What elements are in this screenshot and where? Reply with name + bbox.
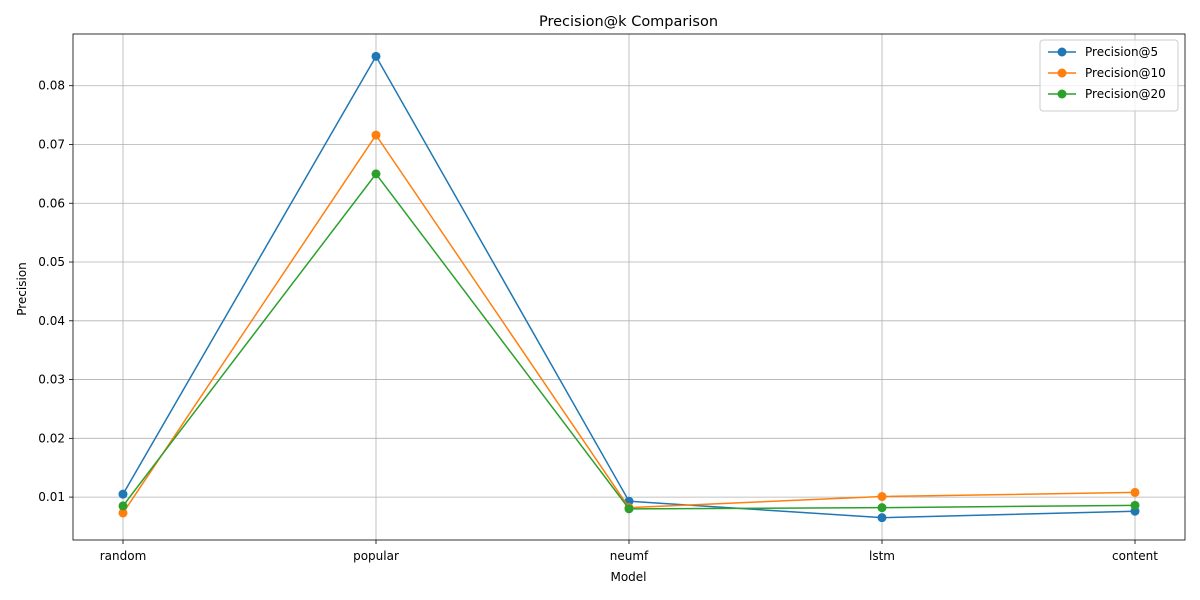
y-tick-label: 0.05 — [38, 255, 65, 269]
data-point — [118, 501, 128, 511]
data-point — [877, 513, 887, 523]
x-axis-label: Model — [610, 570, 646, 584]
data-point — [1130, 487, 1140, 497]
data-point — [118, 489, 128, 499]
legend-marker — [1057, 68, 1067, 78]
data-point — [371, 169, 381, 179]
series-1 — [118, 51, 1140, 523]
y-tick-label: 0.07 — [38, 137, 65, 151]
y-tick-label: 0.01 — [38, 490, 65, 504]
data-point — [624, 504, 634, 514]
data-point — [877, 503, 887, 513]
y-tick-label: 0.03 — [38, 373, 65, 387]
y-tick-label: 0.08 — [38, 79, 65, 93]
tick-labels: random popular neumf lstm content 0.01 0.02 0.0… — [38, 79, 1158, 563]
data-point — [371, 51, 381, 61]
x-tick-label: popular — [353, 549, 399, 563]
legend-label: Precision@20 — [1085, 87, 1166, 101]
series — [118, 51, 1140, 523]
legend-label: Precision@10 — [1085, 66, 1166, 80]
axes — [69, 33, 1186, 544]
data-point — [877, 492, 887, 502]
legend-marker — [1057, 47, 1067, 57]
legend: Precision@5 Precision@10 Precision@20 — [1039, 39, 1179, 112]
legend-label: Precision@5 — [1085, 45, 1158, 59]
y-tick-label: 0.06 — [38, 196, 65, 210]
y-axis-label: Precision — [15, 262, 29, 316]
grid — [73, 34, 1185, 540]
legend-marker — [1057, 89, 1067, 99]
data-point — [371, 130, 381, 140]
x-tick-label: lstm — [869, 549, 895, 563]
plot-frame — [72, 33, 1186, 541]
data-point — [118, 508, 128, 518]
chart-title: Precision@k Comparison — [539, 14, 718, 30]
y-tick-label: 0.04 — [38, 314, 65, 328]
x-tick-label: content — [1112, 549, 1158, 563]
x-tick-label: random — [100, 549, 147, 563]
x-tick-label: neumf — [610, 549, 649, 563]
series-3 — [118, 169, 1140, 514]
y-tick-label: 0.02 — [38, 431, 65, 445]
data-point — [1130, 500, 1140, 510]
